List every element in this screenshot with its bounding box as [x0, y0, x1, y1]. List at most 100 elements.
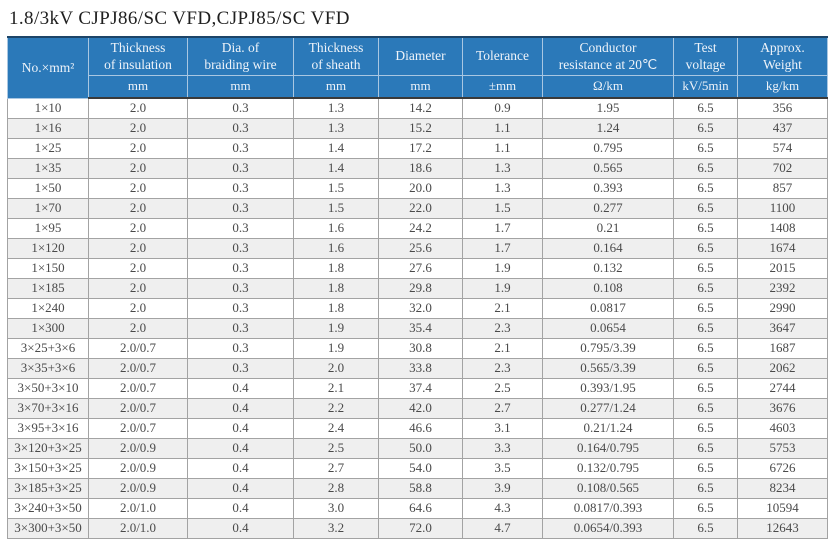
cell-conductor_resistance: 0.164/0.795	[542, 437, 674, 459]
cell-tolerance: 2.3	[462, 317, 543, 339]
cell-braiding_wire_dia: 0.3	[187, 337, 294, 359]
header-row-labels: No.×mm² Thickness of insulation Dia. of …	[7, 36, 828, 99]
cell-size: 1×150	[7, 257, 89, 279]
cell-tolerance: 1.7	[462, 217, 543, 239]
cell-tolerance: 2.1	[462, 337, 543, 359]
cell-approx_weight: 2744	[737, 377, 828, 399]
table-row: 1×240 2.0 0.3 1.8 32.0 2.1 0.0817 6.5 2990	[7, 297, 828, 319]
table-row: 1×25 2.0 0.3 1.4 17.2 1.1 0.795 6.5 574	[7, 137, 828, 159]
cell-sheath_thickness: 1.6	[293, 217, 379, 239]
cell-sheath_thickness: 1.3	[293, 97, 379, 119]
cell-size: 1×16	[7, 117, 89, 139]
cell-tolerance: 1.1	[462, 137, 543, 159]
table-row: 1×16 2.0 0.3 1.3 15.2 1.1 1.24 6.5 437	[7, 117, 828, 139]
header-row-units: mm mm mm mm ±mm Ω/km kV/5min kg/km	[8, 74, 828, 99]
cell-test_voltage: 6.5	[673, 357, 738, 379]
cell-sheath_thickness: 1.5	[293, 197, 379, 219]
cell-test_voltage: 6.5	[673, 297, 738, 319]
cell-test_voltage: 6.5	[673, 197, 738, 219]
cell-test_voltage: 6.5	[673, 317, 738, 339]
cell-insulation_thickness: 2.0/0.9	[88, 457, 188, 479]
cell-diameter: 58.8	[378, 477, 463, 499]
cell-sheath_thickness: 2.4	[293, 417, 379, 439]
cell-insulation_thickness: 2.0/0.7	[88, 357, 188, 379]
unit-conductor-resistance: Ω/km	[542, 74, 674, 99]
cell-size: 1×185	[7, 277, 89, 299]
cell-tolerance: 3.3	[462, 437, 543, 459]
cell-approx_weight: 702	[737, 157, 828, 179]
cell-insulation_thickness: 2.0	[88, 237, 188, 259]
cell-braiding_wire_dia: 0.4	[187, 497, 294, 519]
cell-size: 3×150+3×25	[7, 457, 89, 479]
cell-tolerance: 2.3	[462, 357, 543, 379]
table-row: 3×185+3×25 2.0/0.9 0.4 2.8 58.8 3.9 0.108/0.56…	[7, 477, 828, 499]
cell-braiding_wire_dia: 0.4	[187, 517, 294, 539]
cell-size: 1×35	[7, 157, 89, 179]
cell-tolerance: 2.5	[462, 377, 543, 399]
cell-conductor_resistance: 0.21/1.24	[542, 417, 674, 439]
cell-approx_weight: 2062	[737, 357, 828, 379]
table-row: 3×95+3×16 2.0/0.7 0.4 2.4 46.6 3.1 0.21/1.24 6.…	[7, 417, 828, 439]
cell-conductor_resistance: 0.0654	[542, 317, 674, 339]
cell-conductor_resistance: 0.164	[542, 237, 674, 259]
cell-test_voltage: 6.5	[673, 97, 738, 119]
table-row: 1×50 2.0 0.3 1.5 20.0 1.3 0.393 6.5 857	[7, 177, 828, 199]
cell-test_voltage: 6.5	[673, 117, 738, 139]
table-row: 3×70+3×16 2.0/0.7 0.4 2.2 42.0 2.7 0.277/1.24 6…	[7, 397, 828, 419]
cell-sheath_thickness: 2.7	[293, 457, 379, 479]
cell-size: 3×185+3×25	[7, 477, 89, 499]
cell-insulation_thickness: 2.0/0.7	[88, 377, 188, 399]
cell-tolerance: 1.5	[462, 197, 543, 219]
cell-approx_weight: 3676	[737, 397, 828, 419]
cell-sheath_thickness: 1.4	[293, 137, 379, 159]
table-row: 3×50+3×10 2.0/0.7 0.4 2.1 37.4 2.5 0.393/1.95 6…	[7, 377, 828, 399]
cell-tolerance: 1.7	[462, 237, 543, 259]
table-row: 3×150+3×25 2.0/0.9 0.4 2.7 54.0 3.5 0.132/0.79…	[7, 457, 828, 479]
cell-size: 1×10	[7, 97, 89, 119]
cell-diameter: 35.4	[378, 317, 463, 339]
cell-test_voltage: 6.5	[673, 397, 738, 419]
cell-test_voltage: 6.5	[673, 417, 738, 439]
unit-insulation-thickness: mm	[88, 74, 188, 99]
table-header: No.×mm² Thickness of insulation Dia. of …	[7, 36, 828, 99]
cell-approx_weight: 2015	[737, 257, 828, 279]
cell-conductor_resistance: 0.795/3.39	[542, 337, 674, 359]
cell-sheath_thickness: 2.2	[293, 397, 379, 419]
cell-test_voltage: 6.5	[673, 257, 738, 279]
cell-braiding_wire_dia: 0.3	[187, 277, 294, 299]
cell-diameter: 27.6	[378, 257, 463, 279]
table-row: 1×70 2.0 0.3 1.5 22.0 1.5 0.277 6.5 1100	[7, 197, 828, 219]
cell-conductor_resistance: 0.132/0.795	[542, 457, 674, 479]
cell-sheath_thickness: 1.9	[293, 337, 379, 359]
table-row: 1×120 2.0 0.3 1.6 25.6 1.7 0.164 6.5 1674	[7, 237, 828, 259]
cell-approx_weight: 356	[737, 97, 828, 119]
cell-diameter: 29.8	[378, 277, 463, 299]
cell-braiding_wire_dia: 0.3	[187, 217, 294, 239]
cell-conductor_resistance: 0.21	[542, 217, 674, 239]
col-header-size: No.×mm²	[7, 36, 89, 99]
cell-size: 3×300+3×50	[7, 517, 89, 539]
cell-size: 1×50	[7, 177, 89, 199]
cell-braiding_wire_dia: 0.4	[187, 377, 294, 399]
cell-insulation_thickness: 2.0	[88, 177, 188, 199]
cell-insulation_thickness: 2.0	[88, 117, 188, 139]
table-row: 3×25+3×6 2.0/0.7 0.3 1.9 30.8 2.1 0.795/3.39 6.…	[7, 337, 828, 359]
cell-diameter: 22.0	[378, 197, 463, 219]
col-header-test-voltage: Test voltage	[673, 36, 738, 76]
cell-approx_weight: 574	[737, 137, 828, 159]
table-row: 1×300 2.0 0.3 1.9 35.4 2.3 0.0654 6.5 3647	[7, 317, 828, 339]
cell-sheath_thickness: 1.5	[293, 177, 379, 199]
cell-diameter: 32.0	[378, 297, 463, 319]
cell-braiding_wire_dia: 0.3	[187, 137, 294, 159]
unit-tolerance: ±mm	[462, 74, 543, 99]
page-title: 1.8/3kV CJPJ86/SC VFD,CJPJ85/SC VFD	[9, 8, 350, 29]
cell-diameter: 15.2	[378, 117, 463, 139]
cell-sheath_thickness: 1.3	[293, 117, 379, 139]
cell-approx_weight: 8234	[737, 477, 828, 499]
cell-diameter: 42.0	[378, 397, 463, 419]
cell-insulation_thickness: 2.0/0.9	[88, 437, 188, 459]
cell-insulation_thickness: 2.0/0.7	[88, 397, 188, 419]
cell-diameter: 64.6	[378, 497, 463, 519]
cell-test_voltage: 6.5	[673, 377, 738, 399]
cell-size: 1×240	[7, 297, 89, 319]
